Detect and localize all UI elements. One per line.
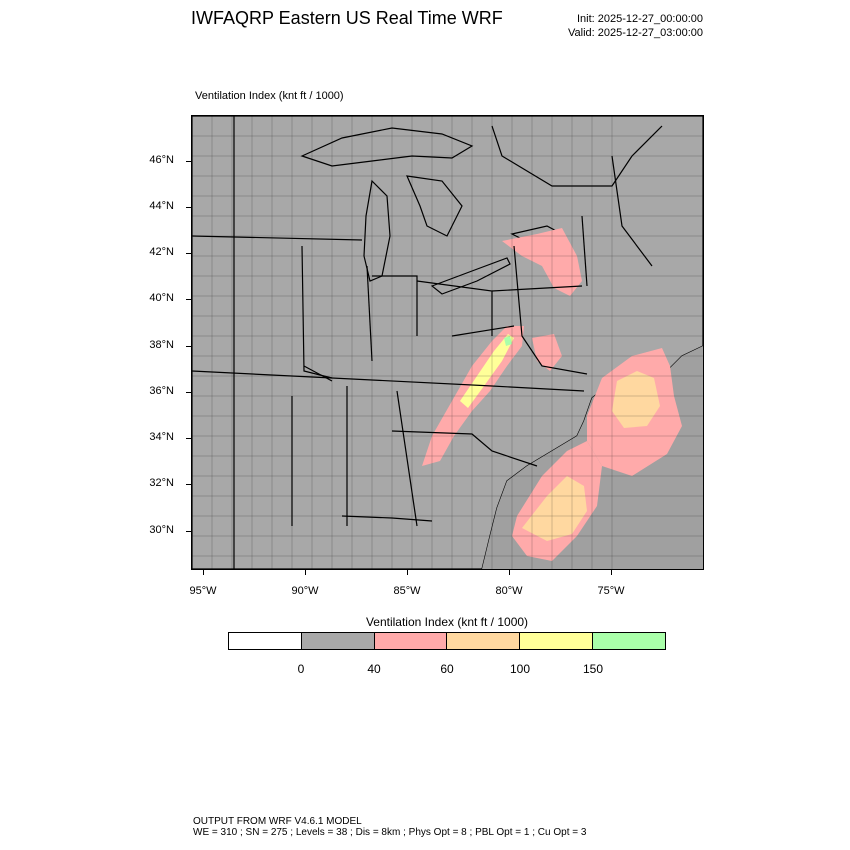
lat-tick xyxy=(186,207,192,208)
legend-title: Ventilation Index (knt ft / 1000) xyxy=(365,615,529,629)
valid-time: Valid: 2025-12-27_03:00:00 xyxy=(568,27,703,39)
model-config: WE = 310 ; SN = 275 ; Levels = 38 ; Dis … xyxy=(193,827,587,838)
colorbar-segment xyxy=(374,633,448,649)
colorbar-label: 40 xyxy=(367,662,381,676)
colorbar-segment xyxy=(447,633,521,649)
lon-tick xyxy=(203,569,204,575)
lat-label: 44°N xyxy=(149,200,174,212)
lat-label: 30°N xyxy=(149,524,174,536)
colorbar-segment xyxy=(301,633,375,649)
lat-tick xyxy=(186,531,192,532)
lat-label: 46°N xyxy=(149,154,174,166)
page-title: IWFAQRP Eastern US Real Time WRF xyxy=(191,8,503,28)
county-boundaries xyxy=(192,116,703,569)
lat-label: 42°N xyxy=(149,246,174,258)
lat-tick xyxy=(186,253,192,254)
lat-label: 32°N xyxy=(149,477,174,489)
lon-tick xyxy=(509,569,510,575)
lat-tick xyxy=(186,484,192,485)
lon-tick xyxy=(305,569,306,575)
colorbar xyxy=(228,632,666,650)
vi-60-100-offshore-north xyxy=(612,371,660,428)
colorbar-segment xyxy=(229,633,302,649)
vi-150-plus-spot xyxy=(504,336,512,346)
canada-border xyxy=(491,125,663,187)
lon-label: 85°W xyxy=(393,585,421,597)
colorbar-segment xyxy=(593,633,665,649)
init-time: Init: 2025-12-27_00:00:00 xyxy=(577,13,703,25)
lat-label: 38°N xyxy=(149,339,174,351)
lon-label: 75°W xyxy=(597,585,625,597)
vi-60-100-offshore-south xyxy=(522,476,587,541)
colorbar-label: 0 xyxy=(297,662,305,676)
lat-tick xyxy=(186,299,192,300)
map-canvas xyxy=(192,116,703,569)
colorbar-label: 150 xyxy=(582,662,604,676)
weather-map xyxy=(191,115,704,570)
colorbar-label: 60 xyxy=(440,662,454,676)
lon-tick xyxy=(611,569,612,575)
lon-tick xyxy=(407,569,408,575)
lon-label: 95°W xyxy=(189,585,217,597)
lat-tick xyxy=(186,346,192,347)
lon-label: 90°W xyxy=(291,585,319,597)
lat-tick xyxy=(186,438,192,439)
vi-40-60-ny xyxy=(502,228,582,296)
lat-label: 40°N xyxy=(149,292,174,304)
model-info: OUTPUT FROM WRF V4.6.1 MODEL xyxy=(193,816,362,827)
vi-100-150-ridge xyxy=(460,334,514,408)
field-title: Ventilation Index (knt ft / 1000) xyxy=(195,90,344,102)
lon-label: 80°W xyxy=(495,585,523,597)
colorbar-segment xyxy=(520,633,594,649)
lat-tick xyxy=(186,392,192,393)
colorbar-label: 100 xyxy=(509,662,531,676)
lat-label: 36°N xyxy=(149,385,174,397)
lat-tick xyxy=(186,161,192,162)
lat-label: 34°N xyxy=(149,431,174,443)
